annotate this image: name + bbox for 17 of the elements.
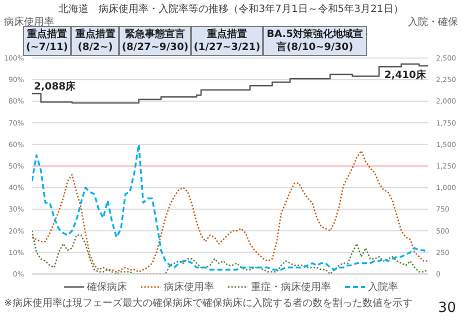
text: 重点措置 (~7/11) [26,29,68,53]
text: 重点措置 (8/2~) [71,26,120,56]
text: 緊急事態宣言 (8/27~9/30) [119,26,192,56]
legend-label: 確保病床 [87,280,127,294]
y-axis-title: 病床使用率 [4,16,54,28]
data-label: 2,088床 [34,80,77,93]
text: 30 [438,300,456,316]
legend-label: 入院率 [368,280,398,294]
chart-title: 北海道 病床使用率・入院率等の推移（令和3年7月1日～令和5年3月21日） [58,2,404,16]
legend-label: 病床使用率 [164,280,214,294]
line-series [32,230,428,274]
y2-axis-title: 入院・確保 [408,16,458,29]
text: ※病床使用率は現フェーズ最大の確保病床で確保病床に入院する者の数を割った数値を示す [4,296,412,310]
text: BA.5対策強化地域宣言(8/10~9/30) [262,26,367,56]
text: 重点措置 (1/27~3/21) [191,26,263,56]
legend-label: 重症・病床使用率 [251,280,331,294]
data-label: 2,410床 [384,68,427,81]
